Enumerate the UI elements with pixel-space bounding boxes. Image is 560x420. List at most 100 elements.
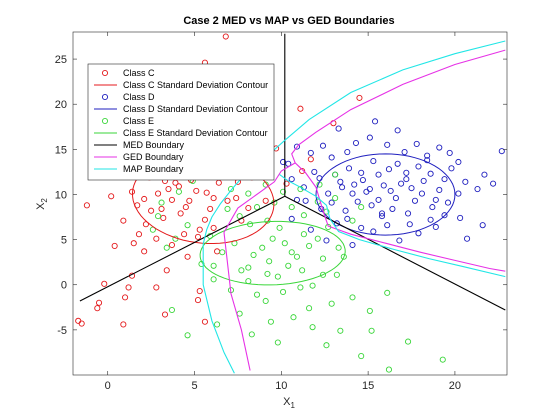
data-point	[122, 294, 129, 301]
data-point	[130, 240, 137, 247]
data-point	[153, 235, 160, 242]
x-axis-label-sub: 1	[290, 401, 295, 410]
data-point	[314, 235, 321, 242]
data-point	[375, 196, 382, 203]
data-point	[210, 262, 217, 269]
legend-label: Class C	[123, 68, 155, 78]
data-point	[396, 237, 403, 244]
axis-ticks: 0 5 10 15 20 -5 0 5 10 15 20 25	[55, 32, 507, 392]
data-point	[245, 190, 252, 197]
data-point	[168, 306, 176, 314]
data-point	[125, 284, 132, 291]
data-point	[332, 171, 339, 178]
data-point	[389, 205, 396, 212]
data-point	[368, 202, 375, 209]
series-class-d-standard-deviation-contour	[315, 153, 456, 236]
data-point	[267, 318, 274, 325]
data-point	[142, 221, 149, 228]
data-point	[436, 186, 443, 194]
data-point	[274, 339, 281, 346]
data-point	[323, 342, 330, 349]
data-point	[339, 184, 346, 191]
legend-item: GED Boundary	[94, 152, 184, 162]
data-point	[128, 188, 136, 195]
data-point	[95, 299, 103, 306]
legend: Class C Class C Standard Deviation Contou…	[87, 63, 275, 181]
boundary-line	[202, 166, 254, 374]
data-point	[236, 213, 243, 220]
data-point	[345, 165, 353, 172]
data-point	[349, 241, 356, 249]
data-point	[375, 171, 382, 178]
data-point	[349, 217, 356, 224]
data-point	[358, 204, 365, 211]
contour-line	[199, 220, 346, 286]
data-point	[219, 249, 226, 256]
legend-label: GED Boundary	[123, 152, 184, 162]
data-point	[319, 142, 327, 149]
data-point	[297, 284, 304, 291]
y-tick-label: 20	[55, 99, 67, 111]
data-point	[368, 327, 375, 334]
data-point	[155, 190, 162, 197]
data-point	[349, 190, 356, 197]
data-point	[455, 190, 462, 197]
data-point	[306, 242, 313, 249]
data-point	[214, 321, 221, 328]
data-point	[210, 195, 217, 202]
legend-item: Class E	[101, 116, 154, 126]
data-point	[245, 204, 252, 212]
legend-label: Class C Standard Deviation Contour	[123, 80, 268, 90]
data-point	[210, 224, 217, 231]
data-point	[490, 180, 497, 187]
data-point	[394, 160, 401, 167]
data-point	[201, 318, 208, 325]
legend-item: Class D	[101, 92, 155, 102]
data-point	[479, 222, 486, 229]
y-tick-label: 10	[55, 189, 67, 201]
data-point	[356, 94, 363, 101]
boundary-line	[291, 49, 506, 272]
x-tick-label: 0	[105, 380, 111, 392]
data-point	[168, 241, 176, 249]
data-point	[111, 242, 118, 249]
data-point	[280, 288, 287, 296]
data-point	[359, 176, 366, 184]
data-point	[448, 165, 455, 172]
data-point	[378, 213, 386, 220]
series-class-e-standard-deviation-contour	[199, 220, 346, 286]
legend-box	[87, 63, 275, 181]
data-point	[224, 197, 231, 204]
x-tick-label: 20	[449, 380, 461, 392]
data-point	[163, 267, 170, 274]
axes-box	[72, 31, 508, 376]
data-point	[344, 215, 351, 222]
data-point	[233, 195, 240, 202]
x-tick-label: 15	[362, 380, 374, 392]
data-point	[163, 244, 170, 251]
legend-label: Class D	[123, 92, 155, 102]
x-tick-label: 5	[191, 380, 197, 392]
data-point	[358, 352, 365, 360]
data-point	[300, 231, 307, 238]
data-point	[280, 158, 287, 166]
data-point	[432, 196, 439, 203]
data-point	[309, 324, 316, 331]
data-point	[288, 249, 295, 256]
data-point	[135, 231, 143, 238]
data-point	[266, 258, 273, 265]
data-point	[385, 366, 393, 373]
legend-marker	[101, 93, 109, 101]
data-point	[429, 204, 436, 211]
data-point	[160, 214, 167, 221]
data-point	[302, 197, 309, 204]
y-tick-label: 15	[55, 144, 67, 156]
data-point	[457, 214, 464, 221]
data-point	[387, 187, 394, 194]
data-point	[441, 176, 448, 183]
data-point	[464, 235, 471, 242]
data-point	[337, 178, 344, 185]
data-point	[288, 204, 295, 211]
data-point	[238, 267, 245, 274]
data-point	[498, 148, 505, 155]
